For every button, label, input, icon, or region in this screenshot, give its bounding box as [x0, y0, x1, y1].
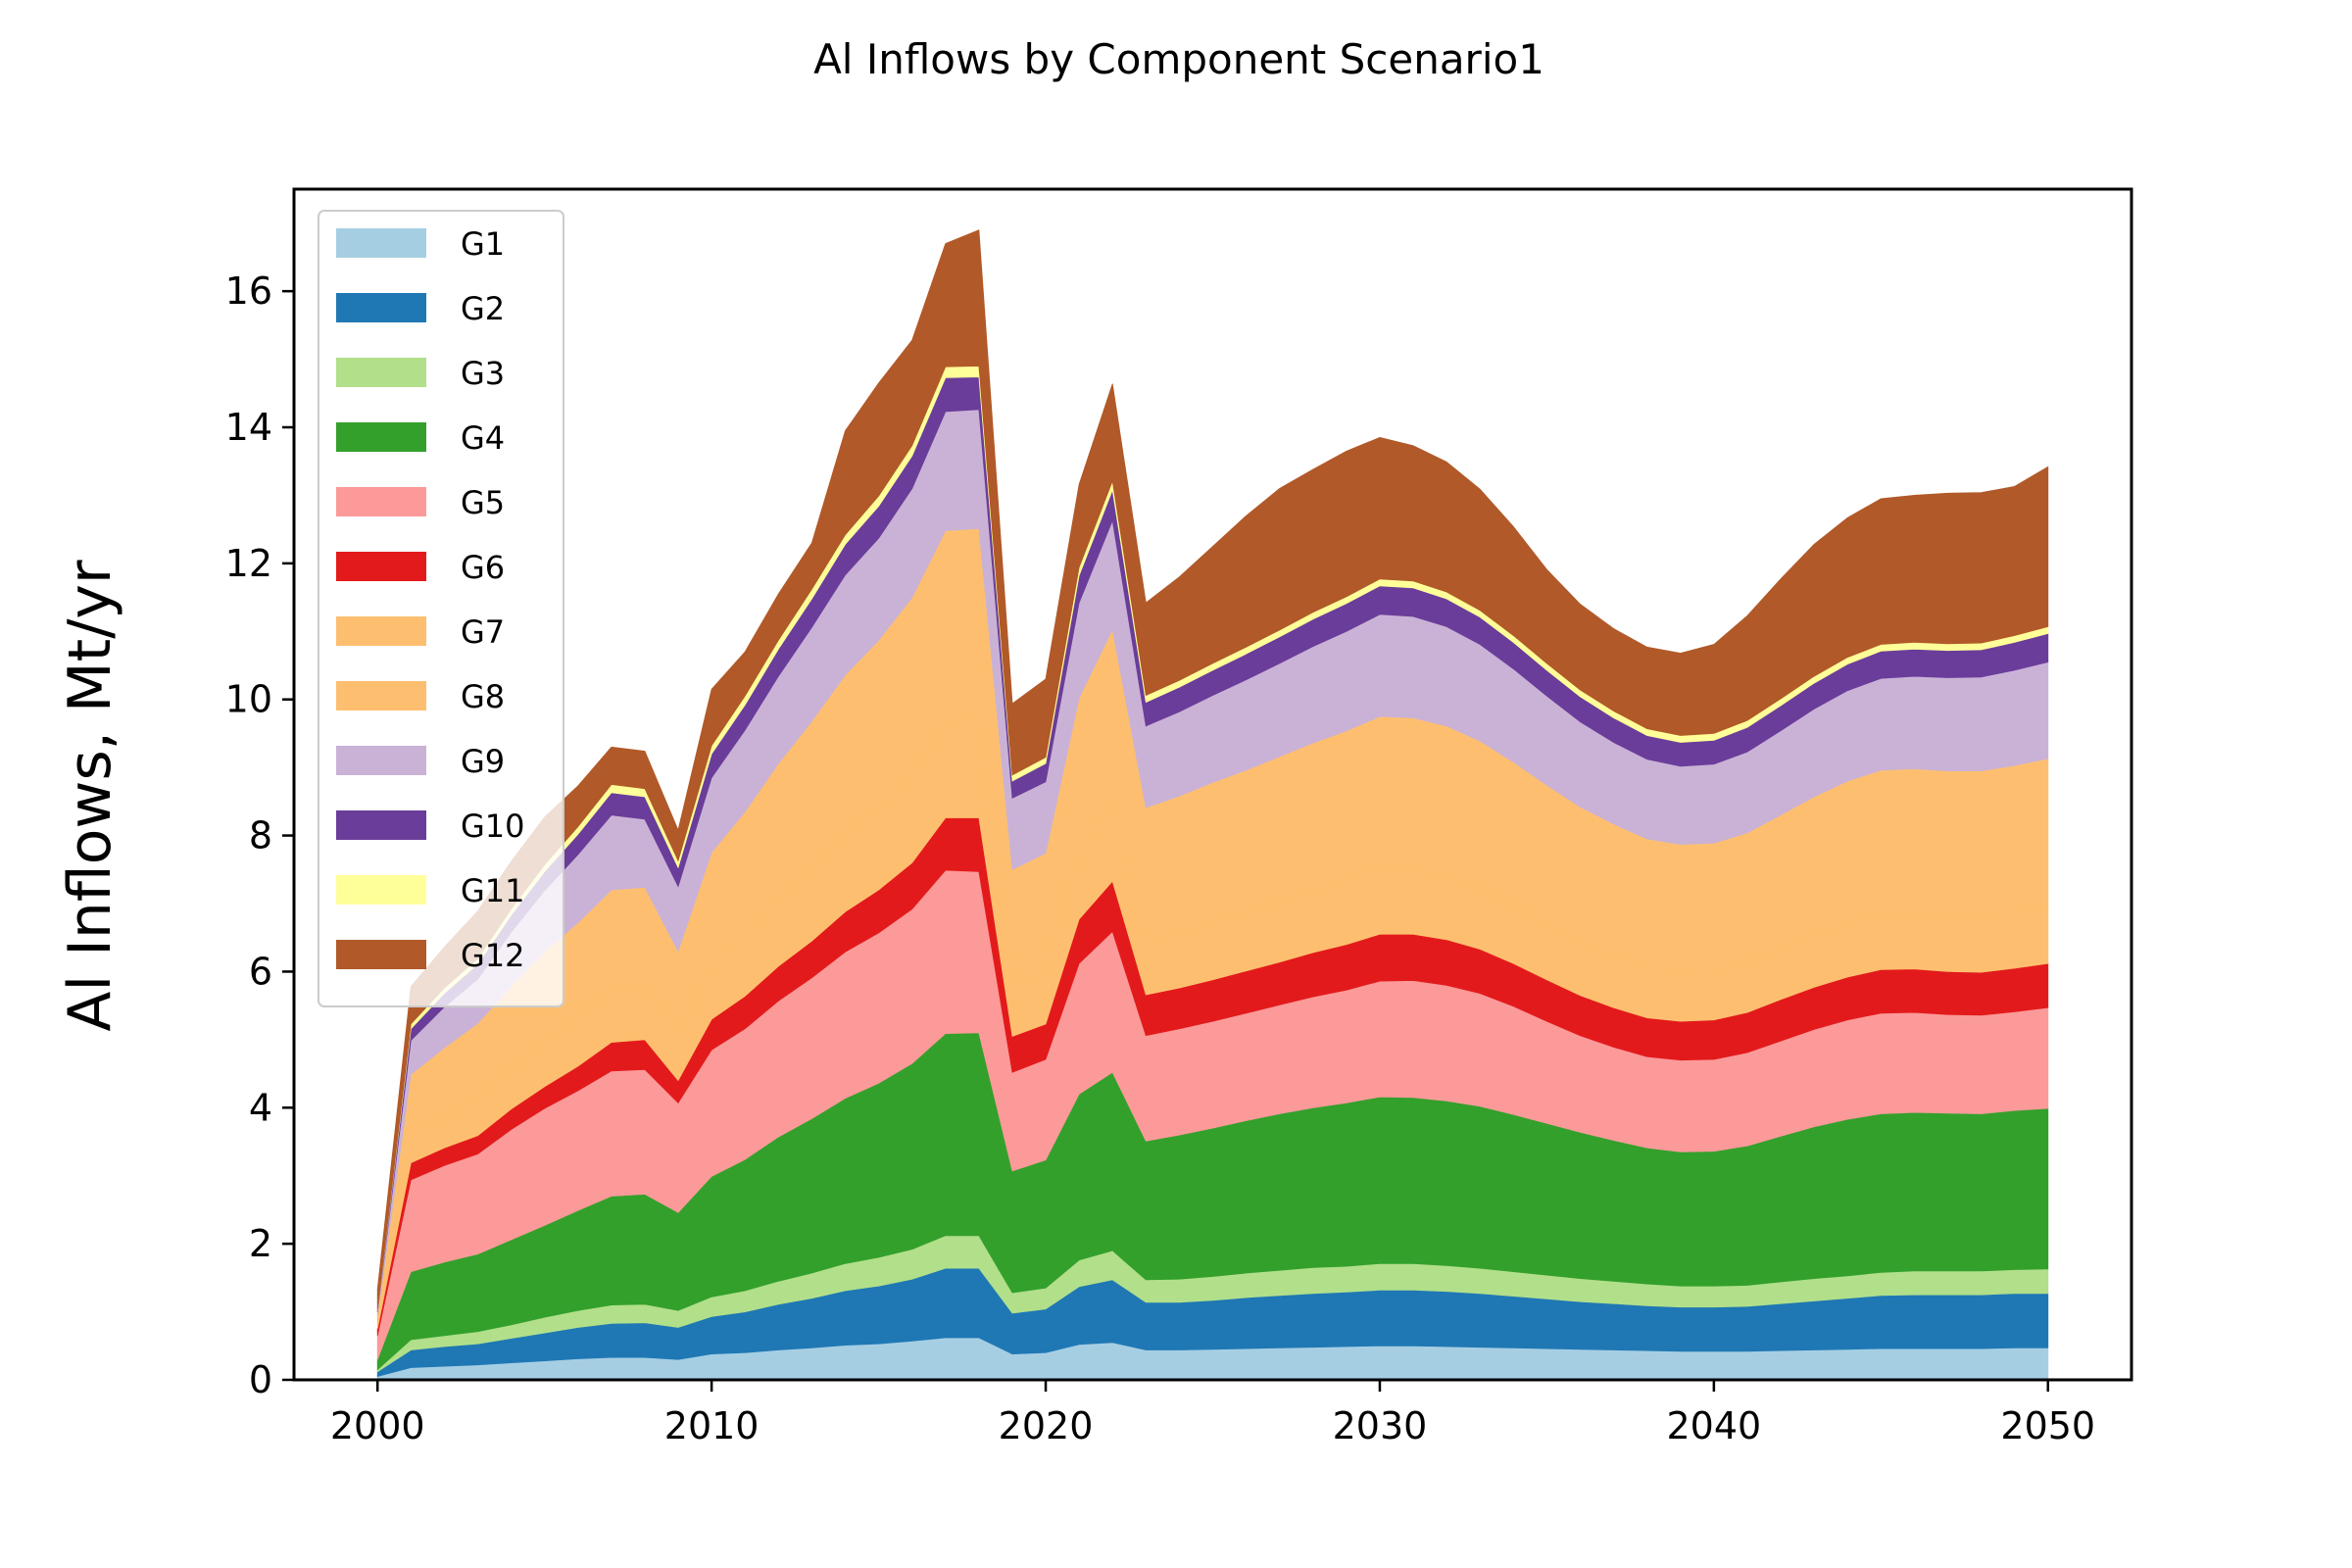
legend-swatch-g8 [336, 681, 426, 710]
area-g12 [376, 229, 2049, 1310]
legend-swatch-g9 [336, 746, 426, 775]
legend-swatch-g4 [336, 422, 426, 452]
legend-label-g8: G8 [461, 678, 505, 715]
stacked-areas [376, 229, 2049, 1381]
x-axis: 2000 2010 2020 2030 2040 2050 [330, 1380, 2095, 1447]
legend-box [318, 210, 564, 1007]
legend-label-g4: G4 [461, 419, 505, 457]
legend-label-g1: G1 [461, 225, 505, 263]
y-tick-label: 0 [249, 1358, 272, 1401]
x-tick-label: 2010 [664, 1404, 760, 1447]
y-tick-label: 12 [225, 542, 272, 585]
x-tick-label: 2040 [1667, 1404, 1762, 1447]
legend-label-g2: G2 [461, 290, 505, 327]
legend-label-g7: G7 [461, 613, 505, 651]
y-axis: 0 2 4 6 8 10 12 14 16 [225, 270, 294, 1401]
legend-label-g3: G3 [461, 355, 505, 392]
x-tick-label: 2000 [330, 1404, 425, 1447]
y-tick-label: 8 [249, 814, 272, 858]
y-tick-label: 14 [225, 406, 272, 449]
y-tick-label: 10 [225, 678, 272, 721]
legend-swatch-g3 [336, 358, 426, 387]
legend-label-g11: G11 [461, 872, 525, 909]
legend-swatch-g7 [336, 616, 426, 646]
legend: G1 G2 G3 G4 G5 G6 G7 G8 G9 G10 G11 G12 [318, 210, 564, 1007]
x-tick-label: 2030 [1333, 1404, 1428, 1447]
legend-label-g10: G10 [461, 808, 525, 845]
y-tick-label: 6 [249, 950, 272, 993]
legend-swatch-g1 [336, 228, 426, 258]
y-tick-label: 4 [249, 1086, 272, 1129]
legend-label-g5: G5 [461, 484, 505, 521]
legend-label-g12: G12 [461, 937, 525, 974]
legend-swatch-g2 [336, 293, 426, 322]
legend-label-g6: G6 [461, 549, 505, 586]
y-tick-label: 2 [249, 1222, 272, 1265]
x-tick-label: 2050 [2000, 1404, 2095, 1447]
chart-title: Al Inflows by Component Scenario1 [813, 35, 1544, 83]
legend-swatch-g10 [336, 810, 426, 840]
legend-swatch-g6 [336, 552, 426, 581]
x-tick-label: 2020 [999, 1404, 1094, 1447]
legend-swatch-g11 [336, 875, 426, 905]
y-axis-label: Al Inflows, Mt/yr [56, 560, 124, 1032]
y-tick-label: 16 [225, 270, 272, 313]
plot-frame [292, 187, 2133, 1382]
legend-label-g9: G9 [461, 743, 505, 780]
legend-swatch-g5 [336, 487, 426, 516]
legend-swatch-g12 [336, 940, 426, 969]
